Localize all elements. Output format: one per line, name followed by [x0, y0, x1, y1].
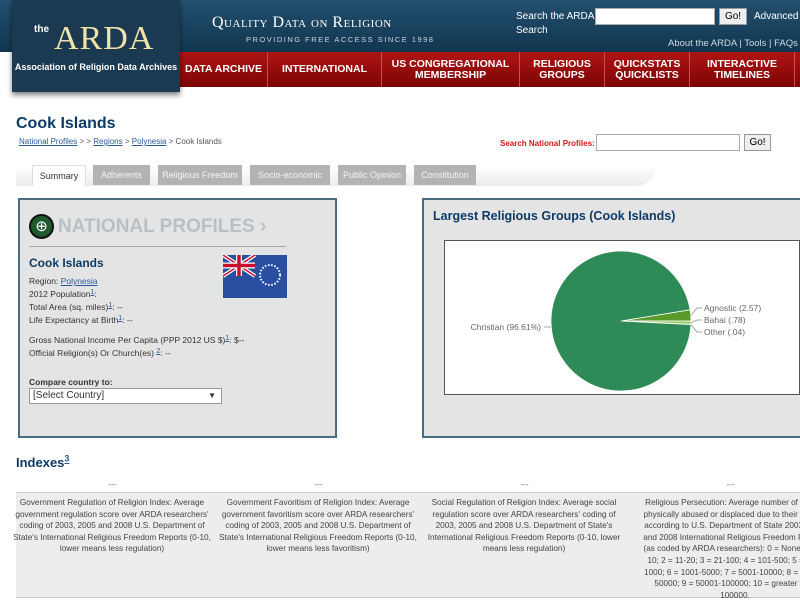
breadcrumb-text: > Cook Islands [166, 137, 222, 146]
index-description: Social Regulation of Religion Index: Ave… [427, 498, 621, 554]
cook-islands-flag [223, 255, 287, 298]
footnote-link[interactable]: 1 [90, 289, 95, 296]
area-value: : -- [112, 302, 123, 312]
footnote-link[interactable]: 1 [118, 315, 123, 322]
gni-value: : $-- [229, 335, 245, 345]
gni-label: Gross National Income Per Capita (PPP 20… [29, 335, 226, 345]
breadcrumb-link[interactable]: Polynesia [131, 137, 167, 146]
breadcrumb-link[interactable]: Regions [93, 137, 123, 146]
divider [29, 246, 286, 247]
chart-title: Largest Religious Groups (Cook Islands) [433, 209, 676, 223]
tab-public-opinion[interactable]: Public Opinion [338, 165, 406, 185]
life-value: : -- [122, 315, 133, 325]
indexes-title: Indexes [16, 455, 65, 470]
pie-label: Agnostic (2.57) [704, 303, 761, 313]
compare-value: [Select Country] [33, 390, 105, 401]
official-value: : -- [160, 348, 171, 358]
globe-icon: ⊕ [29, 214, 54, 239]
area-row: Total Area (sq. miles)1: -- [29, 302, 123, 313]
country-name: Cook Islands [29, 256, 104, 270]
indexes-heading: Indexes3 [16, 453, 70, 471]
logo-the: the [34, 24, 49, 35]
life-label: Life Expectancy at Birth [29, 315, 119, 325]
compare-country-select[interactable]: [Select Country] ▼ [29, 388, 222, 404]
compare-label: Compare country to: [29, 377, 113, 387]
search-input[interactable] [595, 8, 715, 25]
pie-chart: Christian (96.61%) Agnostic (2.57) Bahai (… [471, 250, 761, 392]
breadcrumb: National Profiles > > Regions > Polynesi… [19, 137, 222, 147]
main-nav: DATA ARCHIVE INTERNATIONAL US CONGREGATI… [180, 52, 800, 87]
tagline: Quality Data on Religion [212, 14, 392, 31]
tab-summary[interactable]: Summary [32, 165, 86, 186]
np-search-input[interactable] [596, 134, 740, 151]
nav-quickstats[interactable]: QUICKSTATS QUICKLISTS [605, 52, 690, 87]
index-value: --- [726, 480, 735, 489]
indexes-band [16, 492, 800, 598]
index-description: Government Favoritism of Religion Index:… [219, 498, 417, 554]
life-row: Life Expectancy at Birth1: -- [29, 315, 133, 326]
nav-us-congregational[interactable]: US CONGREGATIONAL MEMBERSHIP [382, 52, 520, 87]
pie-label: Other (.04) [704, 327, 745, 337]
tagline-sub: PROVIDING FREE ACCESS SINCE 1998 [246, 35, 435, 44]
index-value: --- [314, 480, 323, 489]
breadcrumb-text: > > [77, 137, 94, 146]
search-go-button[interactable]: Go! [719, 8, 747, 25]
page-title: Cook Islands [16, 115, 116, 132]
pie-label-line [690, 319, 702, 324]
pie-label-line [690, 307, 702, 316]
np-search-label: Search National Profiles: [500, 139, 595, 148]
footnote-link[interactable]: 1 [108, 302, 113, 309]
index-description: Government Regulation of Religion Index:… [13, 498, 211, 554]
pie-slice[interactable] [550, 250, 692, 392]
region-label: Region: [29, 276, 61, 286]
nav-data-archive[interactable]: DATA ARCHIVE [180, 52, 268, 87]
top-links[interactable]: About the ARDA | Tools | FAQs [668, 38, 798, 49]
index-value: --- [108, 480, 117, 489]
region-row: Region: Polynesia [29, 276, 98, 287]
nav-international[interactable]: INTERNATIONAL [268, 52, 382, 87]
area-label: Total Area (sq. miles) [29, 302, 109, 312]
breadcrumb-link[interactable]: National Profiles [19, 137, 78, 146]
logo-main: ARDA [54, 20, 155, 57]
gni-row: Gross National Income Per Capita (PPP 20… [29, 335, 244, 346]
logo-sub: Association of Religion Data Archives [14, 62, 178, 72]
np-search-go-button[interactable]: Go! [744, 134, 771, 151]
tab-socio-economic[interactable]: Socio-economic [250, 165, 330, 185]
chart-box: Christian (96.61%) Agnostic (2.57) Bahai (… [444, 240, 800, 395]
region-link[interactable]: Polynesia [60, 276, 98, 286]
advanced-search-link[interactable]: Advanced [754, 11, 799, 22]
breadcrumb-text: > [122, 137, 132, 146]
index-value: --- [520, 480, 529, 489]
nav-religious-groups[interactable]: RELIGIOUS GROUPS [520, 52, 605, 87]
tab-constitution[interactable]: Constitution [414, 165, 476, 185]
search-label-2: Search [516, 25, 548, 36]
search-label: Search the ARDA [516, 11, 595, 22]
footnote-link[interactable]: 2 [156, 348, 161, 355]
official-religion-row: Official Religion(s) Or Church(es) 2: -- [29, 348, 171, 359]
index-description: Religious Persecution: Average number of… [643, 498, 800, 600]
pie-label: Christian (96.61%) [471, 322, 542, 332]
population-row: 2012 Population1: [29, 289, 97, 299]
pie-label: Bahai (.78) [704, 315, 746, 325]
footnote-link[interactable]: 3 [64, 453, 70, 464]
dropdown-arrow-icon: ▼ [208, 391, 216, 400]
pie-label-line [690, 324, 702, 333]
nav-timelines[interactable]: INTERACTIVE TIMELINES [690, 52, 795, 87]
footnote-link[interactable]: 1 [225, 335, 230, 342]
population-label: 2012 Population [29, 289, 91, 299]
national-profiles-heading[interactable]: NATIONAL PROFILES › [58, 216, 267, 237]
tab-religious-freedom[interactable]: Religious Freedom [158, 165, 242, 185]
official-label: Official Religion(s) Or Church(es) [29, 348, 157, 358]
tab-adherents[interactable]: Adherents [93, 165, 150, 185]
arda-logo[interactable]: the ARDA Association of Religion Data Ar… [12, 0, 180, 92]
